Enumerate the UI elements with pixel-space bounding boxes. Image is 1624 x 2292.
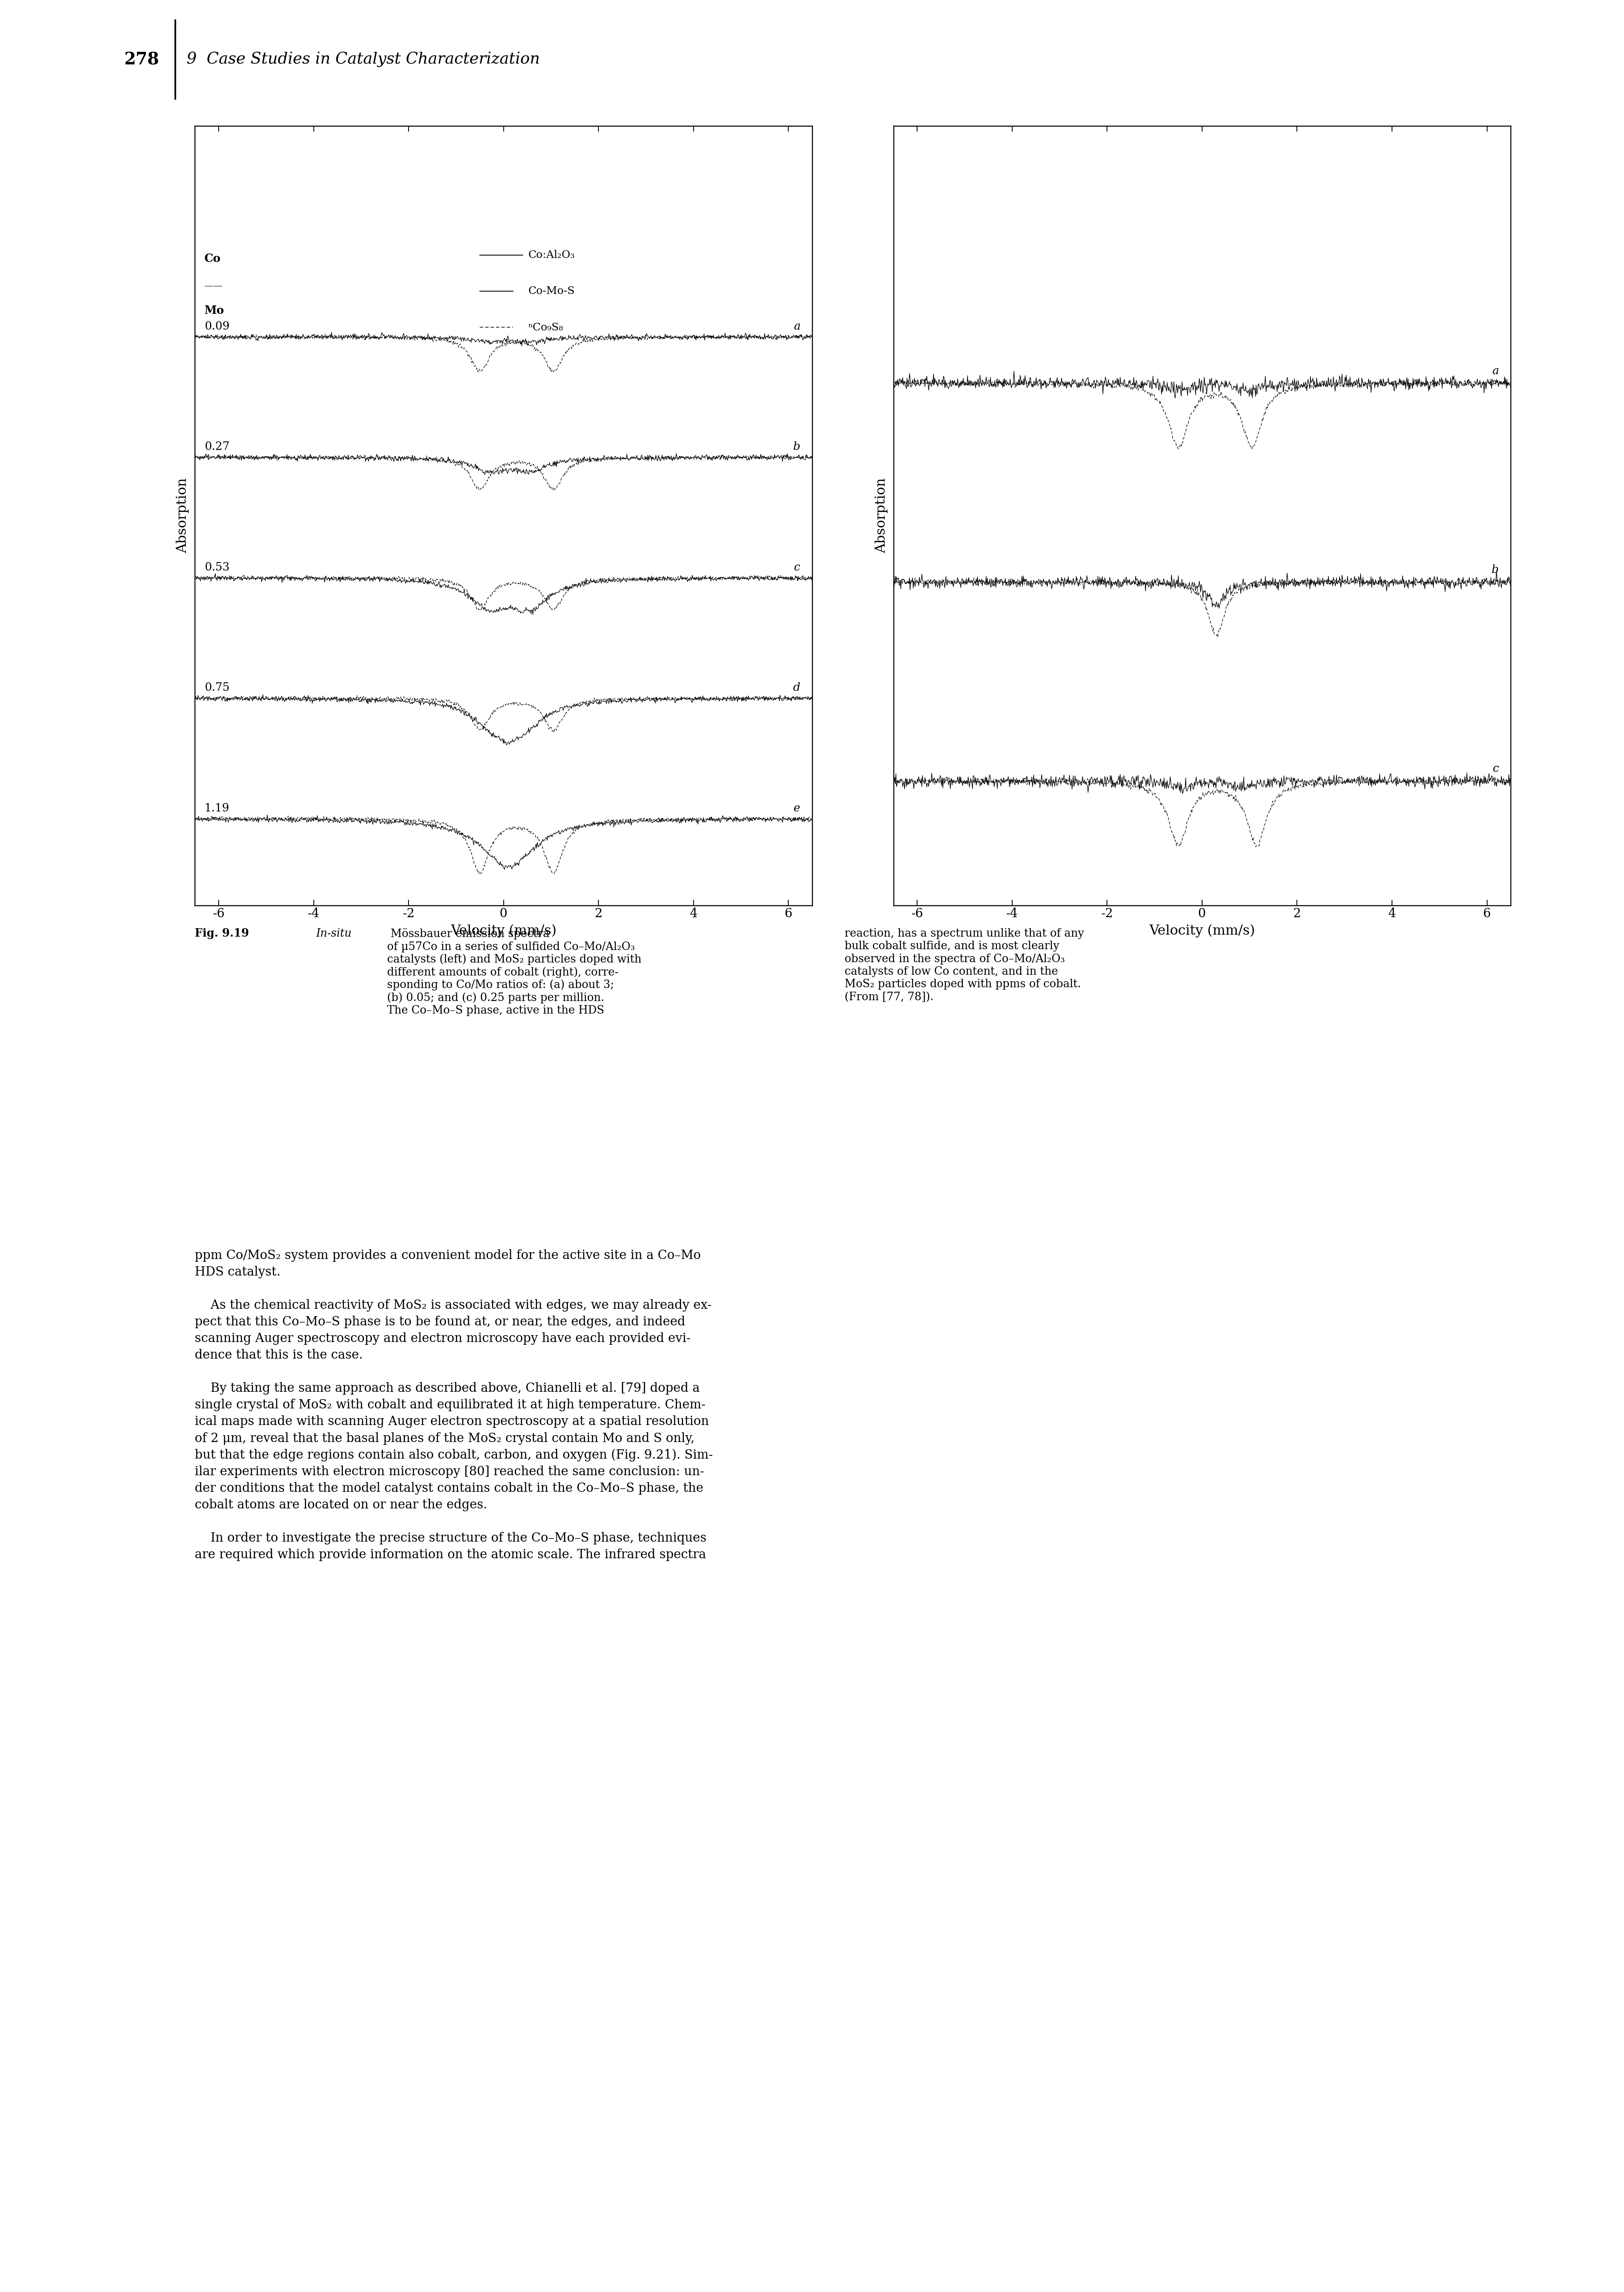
- Text: b: b: [1491, 564, 1499, 575]
- Text: 1.19: 1.19: [205, 802, 229, 814]
- Text: 0.53: 0.53: [205, 562, 229, 573]
- Text: c: c: [794, 562, 801, 573]
- X-axis label: Velocity (mm/s): Velocity (mm/s): [1148, 924, 1255, 937]
- Text: Co-Mo-S: Co-Mo-S: [528, 286, 575, 296]
- Text: d: d: [793, 683, 801, 694]
- Text: 278: 278: [123, 50, 159, 69]
- Text: Fig. 9.19: Fig. 9.19: [195, 928, 248, 940]
- Text: e: e: [794, 802, 801, 814]
- Text: 0.27: 0.27: [205, 442, 229, 452]
- Text: 9  Case Studies in Catalyst Characterization: 9 Case Studies in Catalyst Characterizat…: [187, 53, 539, 66]
- Text: reaction, has a spectrum unlike that of any
bulk cobalt sulfide, and is most cle: reaction, has a spectrum unlike that of …: [844, 928, 1083, 1002]
- Text: 0.75: 0.75: [205, 683, 229, 694]
- Text: ——: ——: [205, 282, 222, 291]
- Text: ppm Co/MoS₂ system provides a convenient model for the active site in a Co–Mo
HD: ppm Co/MoS₂ system provides a convenient…: [195, 1249, 713, 1561]
- Text: a: a: [1492, 364, 1499, 376]
- Text: 0.09: 0.09: [205, 321, 229, 332]
- Text: b: b: [793, 442, 801, 452]
- Text: a: a: [794, 321, 801, 332]
- X-axis label: Velocity (mm/s): Velocity (mm/s): [450, 924, 557, 937]
- Text: ⁿCo₉S₈: ⁿCo₉S₈: [528, 323, 564, 332]
- Text: Mössbauer emission spectra
of µ57Co in a series of sulfided Co–Mo/Al₂O₃
catalyst: Mössbauer emission spectra of µ57Co in a…: [387, 928, 641, 1015]
- Text: Co:Al₂O₃: Co:Al₂O₃: [528, 250, 575, 259]
- Text: c: c: [1492, 763, 1499, 775]
- Text: Co: Co: [205, 254, 221, 264]
- Y-axis label: Absorption: Absorption: [177, 479, 190, 552]
- Text: Mo: Mo: [205, 305, 224, 316]
- Y-axis label: Absorption: Absorption: [875, 479, 888, 552]
- Text: In-situ: In-situ: [315, 928, 351, 940]
